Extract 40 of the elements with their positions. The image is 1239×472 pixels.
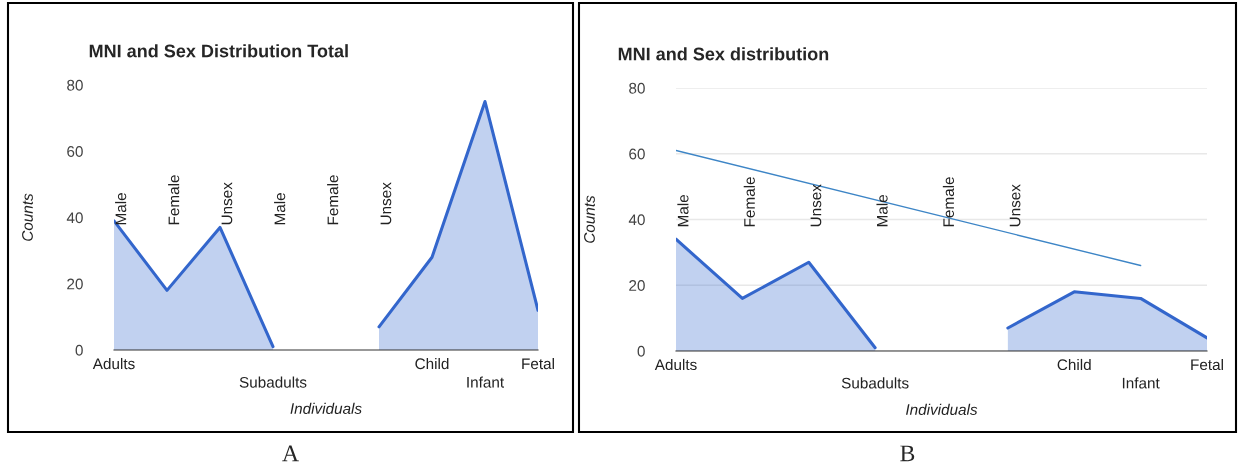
y-tick-label: 60 <box>67 146 83 157</box>
x-tick-label: Adults <box>92 357 135 370</box>
x-tick-label: Infant <box>467 376 504 388</box>
x-tick-label: Child <box>1057 358 1091 371</box>
y-tick-label: 0 <box>637 345 645 357</box>
annotation: Female <box>168 175 180 225</box>
y-tick-label: 80 <box>629 82 645 94</box>
x-tick-label: Adults <box>654 358 697 371</box>
annotation: Female <box>942 177 955 227</box>
x-tick-label: Fetal <box>522 357 554 370</box>
x-tick-label: Child <box>415 357 449 370</box>
chart-title: MNI and Sex distribution <box>618 47 829 61</box>
y-axis-title: Counts <box>584 195 595 243</box>
y-tick-label: 80 <box>67 79 83 91</box>
x-axis-title: Individuals <box>906 403 978 416</box>
annotation: Unsex <box>380 182 392 225</box>
y-axis-title: Counts <box>22 193 33 241</box>
annotation: Male <box>115 193 127 225</box>
text: A <box>282 445 299 462</box>
x-tick-label: Fetal <box>1191 358 1223 371</box>
x-axis-title: Individuals <box>290 402 362 415</box>
annotation: Male <box>677 194 689 227</box>
x-tick-label: Subadults <box>841 377 909 389</box>
y-tick-label: 60 <box>629 148 645 160</box>
x-tick-label: Subadults <box>239 376 307 388</box>
annotation: Male <box>876 194 888 227</box>
y-tick-label: 0 <box>75 344 83 356</box>
x-tick-label: Infant <box>1122 377 1160 389</box>
annotation: Unsex <box>221 182 233 225</box>
annotation: Female <box>327 175 339 225</box>
y-tick-label: 40 <box>628 214 645 226</box>
chart-title: MNI and Sex Distribution Total <box>89 44 348 58</box>
y-tick-label: 20 <box>629 280 645 291</box>
text: B <box>900 445 915 462</box>
annotation: Male <box>274 193 286 225</box>
annotation: Unsex <box>810 184 822 227</box>
y-tick-label: 20 <box>67 278 83 290</box>
annotation: Female <box>743 177 755 227</box>
annotation: Unsex <box>1009 184 1021 227</box>
y-tick-label: 40 <box>66 212 83 224</box>
